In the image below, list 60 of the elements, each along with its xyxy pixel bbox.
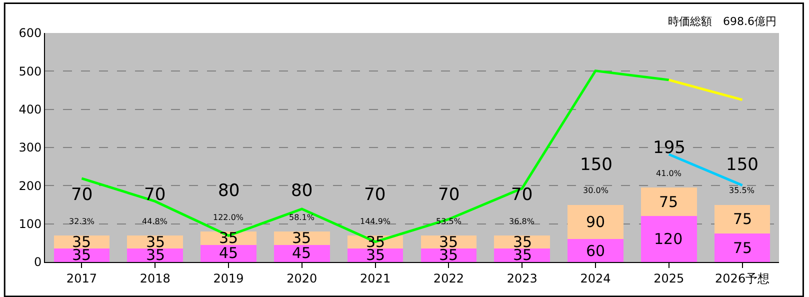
data-label: 35 [513,246,532,264]
annotation: 44.8% [142,217,168,226]
x-tick-label: 2026予想 [715,271,770,286]
bar [714,204,770,234]
data-label: 120 [654,230,683,248]
total-label: 150 [726,155,758,175]
total-label: 70 [71,185,93,205]
y-tick-label: 200 [18,178,42,193]
annotation: 41.0% [656,169,682,178]
total-label: 70 [511,185,533,205]
x-tick-label: 2019 [213,271,244,286]
annotation: 35.5% [729,186,755,195]
bar [714,233,770,262]
y-tick-label: 500 [18,64,42,78]
data-label: 35 [366,246,386,264]
bar [200,244,256,262]
annotation: 32.3% [69,217,95,226]
total-label: 150 [580,155,612,175]
text: 時価総額 698.6億円 [668,15,776,28]
x-tick-label: 2018 [140,271,170,286]
bar [568,204,624,240]
data-label: 35 [292,229,312,247]
y-tick-label: 300 [18,140,42,155]
total-label: 70 [144,185,166,205]
data-label: 35 [72,246,92,264]
total-label: 80 [218,181,240,201]
x-tick-label: 2022 [433,271,464,286]
bar [568,239,624,262]
annotation: 36.8% [509,217,535,226]
total-label: 70 [438,185,460,205]
bar [274,244,330,262]
y-tick-label: 0 [34,255,42,270]
data-label: 60 [586,242,606,260]
x-tick-label: 2021 [360,271,391,286]
data-label: 75 [733,239,752,257]
total-label: 195 [653,138,686,158]
x-tick-label: 2024 [580,271,611,286]
total-label: 80 [291,181,313,201]
bar [641,216,697,262]
x-tick-label: 2025 [654,271,684,286]
data-label: 90 [586,213,606,231]
x-tick-label: 2017 [66,271,97,286]
annotation: 122.0% [213,213,244,222]
data-label: 75 [733,210,752,228]
bar [641,188,697,216]
data-label: 75 [659,193,678,211]
annotation: 58.1% [289,213,315,222]
x-tick-label: 2023 [506,271,538,286]
y-tick-label: 600 [18,26,42,40]
data-label: 35 [219,229,238,247]
total-label: 70 [364,185,386,205]
annotation: 30.0% [583,186,609,195]
data-label: 35 [146,246,166,264]
data-label: 35 [439,246,458,264]
annotation: 144.9% [360,217,391,226]
y-tick-label: 400 [18,102,42,117]
x-tick-label: 2020 [286,271,318,286]
data-label: 45 [292,244,312,262]
y-tick-label: 100 [18,217,42,232]
data-label: 45 [219,244,238,262]
